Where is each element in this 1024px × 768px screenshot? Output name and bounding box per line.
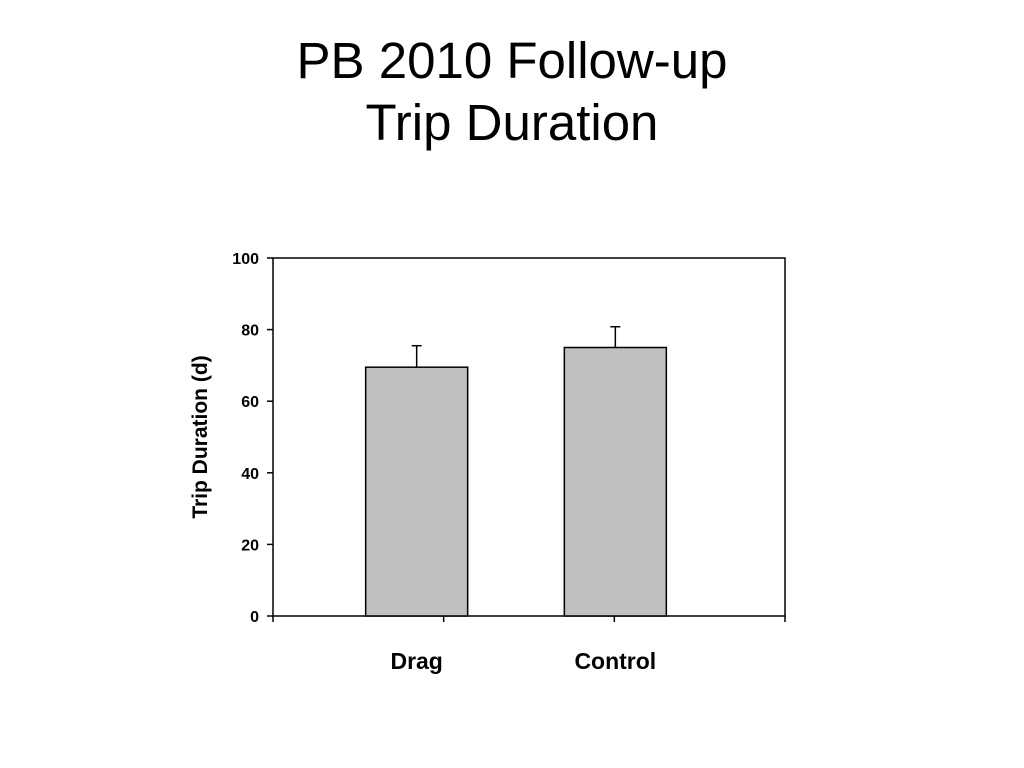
y-axis-title: Trip Duration (d) — [189, 355, 212, 518]
slide-title-line-2: Trip Duration — [365, 94, 659, 151]
y-tick-label: 100 — [232, 251, 259, 268]
y-tick-label: 20 — [241, 537, 259, 554]
error-bars — [411, 325, 621, 368]
plot-border — [272, 257, 786, 617]
x-category-label: Control — [574, 648, 656, 674]
plot-frame — [272, 257, 786, 617]
y-axis: 0 20 40 60 80 100 — [232, 251, 273, 626]
y-tick-label: 80 — [241, 323, 259, 340]
bar — [364, 366, 469, 617]
slide-title-line-1: PB 2010 Follow-up — [296, 32, 728, 89]
slide-title: PB 2010 Follow-up Trip Duration — [0, 30, 1024, 154]
y-tick-label: 60 — [241, 394, 259, 411]
y-tick-label: 40 — [241, 466, 259, 483]
x-category-label: Drag — [390, 648, 442, 674]
y-tick-label: 0 — [250, 609, 259, 626]
bars — [364, 346, 668, 617]
bar — [563, 346, 668, 617]
x-axis: Drag Control — [272, 616, 786, 674]
